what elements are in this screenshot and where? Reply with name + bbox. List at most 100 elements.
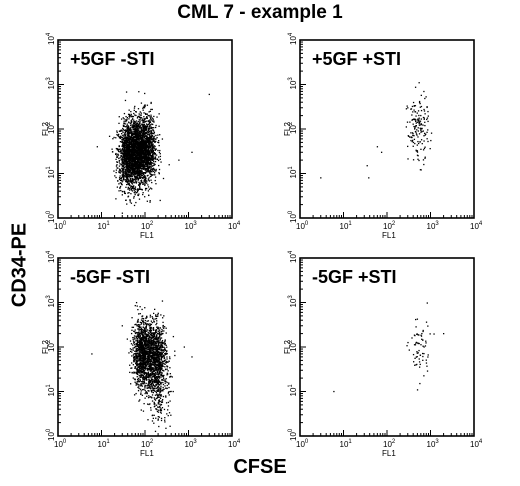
data-point xyxy=(141,381,144,383)
data-point xyxy=(121,194,123,196)
data-point xyxy=(147,353,149,355)
data-point xyxy=(148,158,150,160)
data-point xyxy=(366,165,368,167)
data-point xyxy=(136,344,138,346)
data-point xyxy=(158,164,160,167)
data-point xyxy=(148,170,150,173)
data-point xyxy=(130,185,133,188)
data-point xyxy=(120,150,122,152)
data-point xyxy=(140,141,142,143)
data-point xyxy=(148,111,150,113)
x-axis-title: CFSE xyxy=(233,456,287,478)
data-point xyxy=(131,157,133,159)
data-point xyxy=(123,137,125,140)
data-point xyxy=(116,154,118,156)
data-point xyxy=(126,162,128,165)
data-point xyxy=(146,375,148,377)
data-point xyxy=(130,124,132,127)
x-axis-name: FL1 xyxy=(140,231,154,240)
data-point xyxy=(153,158,155,160)
data-point xyxy=(145,375,147,378)
data-point xyxy=(118,122,120,125)
data-point xyxy=(145,180,147,182)
data-point xyxy=(143,167,145,169)
data-point xyxy=(414,86,417,88)
data-point xyxy=(139,379,141,381)
data-point xyxy=(129,179,131,181)
data-point xyxy=(143,148,146,150)
data-point xyxy=(163,360,165,363)
data-point xyxy=(135,134,137,137)
data-point xyxy=(140,128,142,130)
data-point xyxy=(140,367,143,369)
data-point xyxy=(157,141,159,144)
data-point xyxy=(138,146,140,149)
data-point xyxy=(137,177,140,180)
data-point xyxy=(135,172,137,174)
data-point xyxy=(415,122,417,124)
data-point xyxy=(139,151,141,154)
data-point xyxy=(137,328,139,330)
data-point xyxy=(148,121,150,123)
data-point xyxy=(136,167,138,169)
data-point xyxy=(148,122,150,125)
data-point xyxy=(134,329,136,331)
data-point xyxy=(115,198,117,200)
data-point xyxy=(123,143,126,145)
data-point xyxy=(135,166,137,168)
data-point xyxy=(134,153,136,156)
data-point xyxy=(134,133,136,136)
data-point xyxy=(122,130,124,132)
data-point xyxy=(143,175,145,178)
data-point xyxy=(123,149,125,151)
data-point xyxy=(128,118,130,120)
data-point xyxy=(152,157,154,159)
data-point xyxy=(149,163,151,165)
data-point xyxy=(139,188,141,190)
data-point xyxy=(127,149,129,151)
data-point xyxy=(116,164,118,166)
data-point xyxy=(142,372,145,374)
data-point xyxy=(140,354,143,357)
data-point xyxy=(132,364,135,366)
data-point xyxy=(125,179,128,181)
data-point xyxy=(119,172,122,174)
data-point xyxy=(145,126,148,128)
data-point xyxy=(124,148,126,150)
data-point xyxy=(138,356,141,358)
data-point xyxy=(149,165,151,168)
data-point xyxy=(127,153,130,155)
data-point xyxy=(125,172,128,174)
data-point xyxy=(139,187,141,189)
data-point xyxy=(424,121,426,123)
data-point xyxy=(127,168,129,170)
data-point xyxy=(123,159,126,162)
data-point xyxy=(145,117,147,119)
data-point xyxy=(133,169,135,171)
data-point xyxy=(138,384,140,386)
data-point xyxy=(146,149,149,151)
data-point xyxy=(412,111,414,113)
data-point xyxy=(126,136,128,138)
data-point xyxy=(130,114,132,117)
data-point xyxy=(133,139,135,141)
data-point xyxy=(423,132,426,135)
data-point xyxy=(415,133,418,135)
data-point xyxy=(142,336,144,338)
data-point xyxy=(136,345,138,347)
data-point xyxy=(117,167,119,169)
data-point xyxy=(141,168,143,170)
data-point xyxy=(129,159,131,162)
data-point xyxy=(132,143,134,146)
data-point xyxy=(133,185,135,187)
data-point xyxy=(135,368,138,370)
data-point xyxy=(127,131,130,134)
data-point xyxy=(147,138,149,140)
data-point xyxy=(134,381,136,383)
data-point xyxy=(141,139,143,141)
data-point xyxy=(139,136,141,138)
data-point xyxy=(120,159,122,161)
data-point xyxy=(147,161,149,163)
data-point xyxy=(130,332,133,335)
data-point xyxy=(133,140,135,142)
